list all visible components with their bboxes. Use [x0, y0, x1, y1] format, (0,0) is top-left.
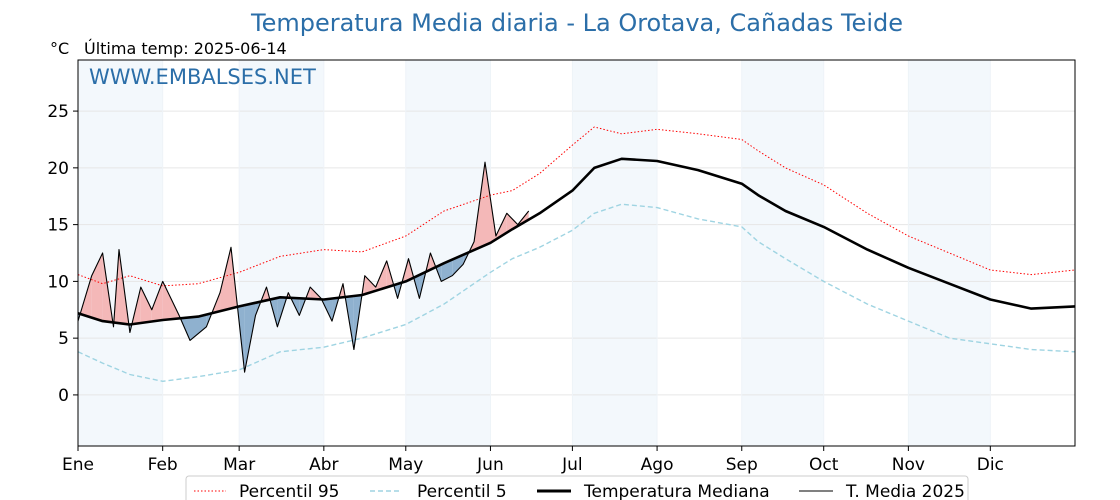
y-tick-label: 10: [47, 272, 69, 292]
y-tick-label: 0: [58, 386, 69, 406]
last-update-label: Última temp: 2025-06-14: [84, 39, 287, 58]
month-band: [239, 60, 324, 446]
series-current-line: [77, 161, 530, 373]
month-band: [572, 60, 658, 446]
x-tick-label: Nov: [892, 455, 925, 475]
x-tick-label: Mar: [223, 455, 255, 475]
fill-above-median: [220, 247, 231, 312]
legend-box: [185, 475, 969, 500]
x-axis: Ene Feb Mar Abr May Jun Jul Ago Sep Oct Nov Dic: [62, 446, 1004, 475]
x-tick-label: Ago: [641, 455, 674, 475]
series-median-line: [77, 157, 1076, 326]
series-lines: [77, 126, 1076, 382]
fill-above-median: [506, 213, 518, 233]
legend-label-current: T. Media 2025: [845, 482, 965, 500]
y-axis: 0 5 10 15 20 25: [47, 102, 78, 406]
month-bands: [78, 60, 991, 446]
month-band: [741, 60, 824, 446]
month-band: [908, 60, 991, 446]
x-tick-label: Sep: [726, 455, 758, 475]
legend-label-p5: Percentil 5: [417, 482, 507, 500]
fill-below-median: [441, 259, 453, 282]
series-p5-line: [77, 203, 1076, 382]
y-tick-label: 20: [47, 159, 69, 179]
x-tick-label: Dic: [977, 455, 1004, 475]
chart-title: Temperatura Media diaria - La Orotava, C…: [250, 9, 903, 37]
series-p95-line: [77, 126, 1076, 287]
fill-below-median: [452, 254, 464, 276]
month-band: [78, 60, 163, 446]
y-tick-label: 25: [47, 102, 69, 122]
fill-above-median: [151, 281, 163, 322]
month-band: [405, 60, 491, 446]
plot-frame: [77, 59, 1076, 447]
fill-below-median: [189, 314, 207, 341]
legend-label-p95: Percentil 95: [239, 482, 339, 500]
x-tick-label: Jun: [476, 455, 504, 475]
y-unit-label: °C: [50, 39, 69, 58]
x-tick-label: Feb: [148, 455, 178, 475]
x-tick-label: Jul: [561, 455, 583, 475]
legend: Percentil 95 Percentil 5 Temperatura Med…: [185, 475, 969, 500]
x-tick-label: Oct: [809, 455, 839, 475]
fill-above-median: [140, 287, 152, 324]
y-tick-label: 5: [58, 329, 69, 349]
y-tick-label: 15: [47, 216, 69, 236]
x-tick-label: Abr: [309, 455, 338, 475]
watermark: WWW.EMBALSES.NET: [89, 65, 316, 89]
fill-above-median: [364, 275, 376, 295]
fill-below-median: [244, 302, 256, 373]
legend-label-median: Temperatura Mediana: [583, 482, 770, 500]
x-tick-label: Ene: [62, 455, 94, 475]
x-tick-label: May: [388, 455, 423, 475]
